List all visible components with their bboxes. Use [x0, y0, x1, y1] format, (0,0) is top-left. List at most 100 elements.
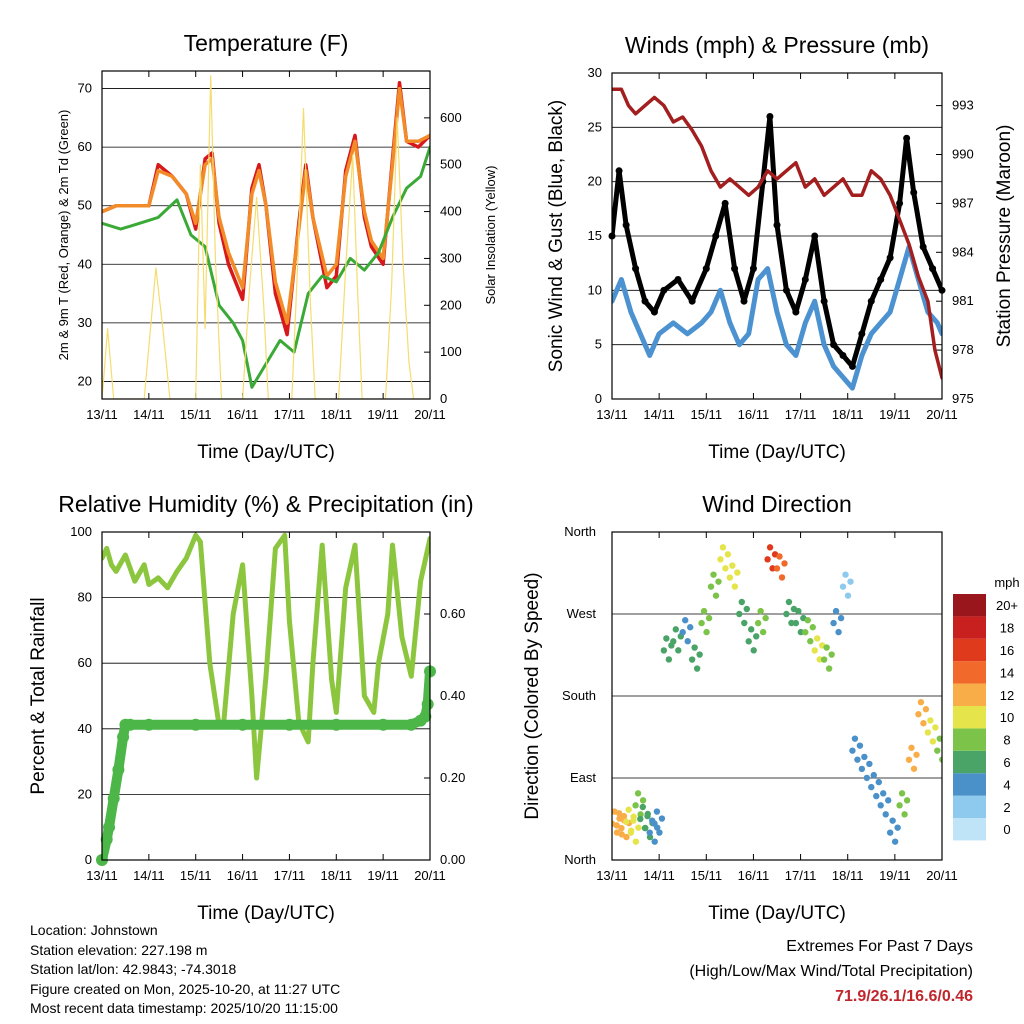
wind-direction-point — [832, 607, 840, 615]
y2-tick-label: 0.40 — [440, 688, 465, 703]
wind-direction-point — [778, 574, 786, 581]
panel-frame — [611, 531, 943, 861]
wind-direction-point — [672, 626, 679, 633]
legend-label: 2 — [1003, 800, 1010, 815]
wind-direction-point — [753, 633, 760, 640]
wind-direction-point — [722, 565, 729, 572]
precip-point — [100, 833, 113, 846]
wind-direction-point — [712, 592, 720, 599]
y-tick-label: 100 — [70, 524, 92, 539]
x-tick-label: 15/11 — [180, 407, 212, 422]
x-tick-label: 18/11 — [832, 868, 864, 883]
x-tick-label: 13/11 — [596, 868, 628, 883]
gust-point — [820, 297, 828, 305]
legend-swatch — [953, 795, 986, 818]
x-tick-label: 19/11 — [367, 407, 399, 422]
wind-direction-point — [644, 812, 651, 820]
legend-title: mph — [994, 575, 1019, 590]
series-line-sonic-wind — [612, 244, 942, 391]
wind-direction-point — [641, 824, 649, 832]
wind-direction-point — [896, 802, 903, 809]
wind-direction-point — [889, 817, 896, 824]
wind-direction-point — [707, 583, 715, 590]
gust-point — [782, 286, 790, 294]
precip-point — [107, 792, 120, 805]
wind-direction-point — [696, 651, 703, 658]
wind-direction-point — [828, 651, 835, 658]
wind-direction-point — [651, 838, 658, 845]
y-tick-label: 60 — [78, 139, 92, 154]
precip-point — [421, 698, 434, 711]
gust-point — [886, 254, 894, 262]
x-tick-label: 14/11 — [133, 868, 165, 883]
legend-label: 6 — [1003, 755, 1010, 770]
x-tick-label: 18/11 — [832, 407, 864, 422]
y-axis-label: Sonic Wind & Gust (Blue, Black) — [546, 100, 567, 372]
x-tick-label: 20/11 — [414, 868, 446, 883]
wind-direction-point — [823, 644, 830, 651]
wind-direction-point — [903, 797, 911, 804]
wind-direction-point — [851, 735, 859, 742]
wind-direction-point — [880, 790, 887, 797]
y-tick-label: 20 — [78, 373, 92, 388]
y2-tick-label: 993 — [952, 98, 974, 113]
wind-direction-point — [856, 742, 864, 749]
wind-direction-point — [616, 810, 623, 817]
x-tick-label: 14/11 — [133, 407, 165, 422]
y2-tick-label: 984 — [952, 244, 974, 259]
wind-direction-point — [734, 569, 741, 576]
wind-direction-point — [738, 598, 745, 606]
wind-direction-point — [670, 638, 677, 645]
wind-direction-point — [792, 619, 800, 627]
wind-direction-point — [627, 829, 635, 836]
wind-direction-point — [646, 829, 653, 836]
panel-title: Winds (mph) & Pressure (mb) — [625, 32, 929, 58]
y2-tick-label: 500 — [440, 157, 462, 172]
wind-direction-point — [915, 711, 922, 718]
station-location: Location: Johnstown — [30, 922, 158, 938]
panel-title: Relative Humidity (%) & Precipitation (i… — [58, 491, 473, 517]
wind-direction-point — [877, 802, 884, 809]
x-tick-label: 19/11 — [367, 868, 399, 883]
wind-direction-point — [762, 614, 769, 622]
wind-direction-point — [639, 797, 647, 804]
gust-point — [702, 265, 710, 273]
wind-direction-point — [675, 647, 682, 654]
gust-point — [749, 265, 757, 273]
x-tick-label: 16/11 — [738, 868, 770, 883]
wind-direction-point — [637, 811, 644, 818]
y-tick-label: South — [562, 688, 596, 703]
wind-direction-point — [637, 815, 644, 823]
legend-label: 16 — [1000, 643, 1014, 658]
wind-direction-point — [731, 583, 739, 590]
x-tick-label: 17/11 — [274, 868, 306, 883]
precip-point — [103, 821, 116, 834]
wind-direction-point — [847, 578, 854, 585]
wind-direction-point — [726, 574, 734, 581]
y-tick-label: 80 — [78, 590, 92, 605]
precip-point — [330, 718, 343, 731]
x-tick-label: 13/11 — [86, 868, 118, 883]
wind-direction-point — [687, 624, 694, 631]
series-line-gust — [612, 114, 942, 369]
wind-direction-point — [684, 638, 691, 645]
wind-direction-point — [807, 638, 814, 645]
precip-point — [283, 718, 296, 731]
wind-direction-point — [934, 747, 941, 754]
wind-direction-point — [809, 624, 816, 631]
precip-point — [124, 718, 137, 731]
y-tick-label: 5 — [595, 337, 602, 352]
x-tick-label: 17/11 — [785, 407, 817, 422]
y-axis-label: Percent & Total Rainfall — [28, 597, 49, 794]
legend-swatch — [953, 616, 986, 639]
y-tick-label: 40 — [78, 721, 92, 736]
wind-direction-point — [939, 756, 942, 763]
y-tick-label: 10 — [588, 282, 602, 297]
gust-point — [660, 286, 668, 294]
wind-direction-point — [849, 747, 856, 754]
wind-direction-point — [863, 774, 871, 782]
wind-direction-point — [795, 607, 802, 615]
x-tick-label: 20/11 — [414, 407, 446, 422]
y2-tick-label: 600 — [440, 110, 462, 125]
gust-point — [896, 199, 904, 207]
